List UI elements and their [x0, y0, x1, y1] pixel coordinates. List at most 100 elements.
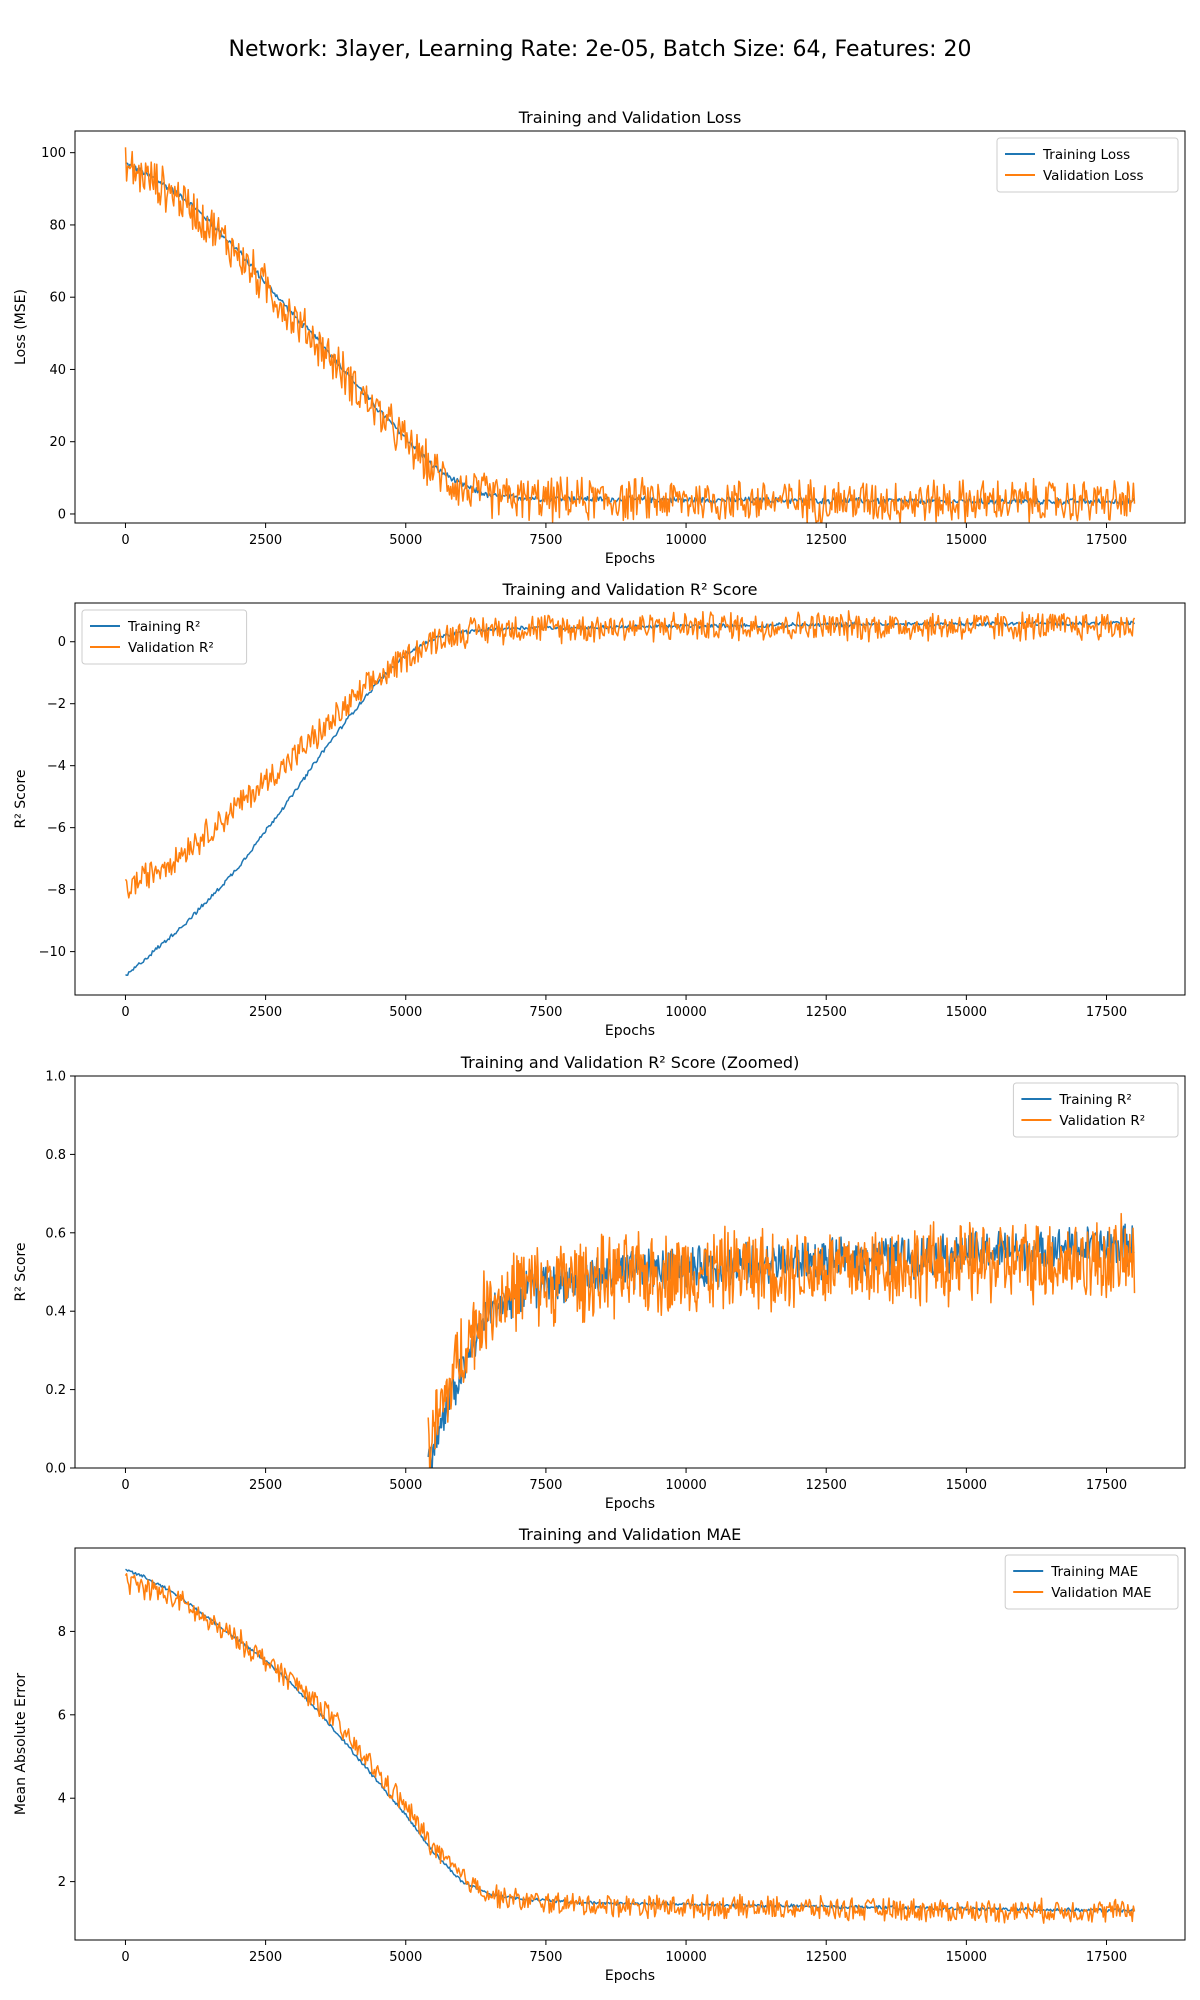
legend-entry: Validation R² — [1059, 1113, 1145, 1129]
legend-box — [1012, 1082, 1179, 1138]
x-tick-label: 2500 — [249, 1005, 282, 1020]
x-tick-label: 5000 — [389, 1005, 422, 1020]
legend-entry: Training MAE — [1050, 1564, 1138, 1580]
y-axis-label: Mean Absolute Error — [13, 1673, 29, 1816]
y-tick-label: −2 — [47, 697, 66, 712]
chart-title: Training and Validation MAE — [518, 1525, 741, 1544]
legend-entry: Validation Loss — [1043, 168, 1144, 184]
chart-title: Training and Validation R² Score — [502, 580, 758, 599]
legend-entry: Validation R² — [128, 640, 214, 656]
x-tick-label: 10000 — [665, 533, 706, 548]
series-line-validation-mae — [124, 1573, 1136, 1924]
axes-frame — [74, 1075, 1186, 1469]
figure-title: Network: 3layer, Learning Rate: 2e-05, B… — [228, 37, 971, 62]
legend: Training R² Validation R² — [1012, 1082, 1179, 1138]
y-tick-label: 1.0 — [45, 1070, 66, 1085]
series-line-training-loss — [125, 162, 1136, 506]
axes-frame — [74, 1547, 1186, 1941]
x-tick-label: 15000 — [946, 1478, 987, 1493]
x-tick-label: 12500 — [806, 1478, 847, 1493]
axes-frame — [74, 130, 1186, 524]
y-tick-label: 0 — [58, 635, 66, 650]
y-tick-label: 2 — [58, 1875, 66, 1890]
x-tick-label: 15000 — [946, 1950, 987, 1965]
y-tick-label: 60 — [49, 291, 66, 306]
x-tick-label: 0 — [121, 533, 129, 548]
x-tick-label: 7500 — [529, 1478, 562, 1493]
legend-entry: Training R² — [127, 619, 200, 635]
x-axis-label: Epochs — [605, 1023, 655, 1039]
series-line-validation-loss — [124, 147, 1136, 523]
series-line-training-r- — [125, 620, 1136, 977]
y-tick-label: 100 — [41, 146, 66, 161]
y-axis-label: R² Score — [13, 769, 29, 828]
y-axis-label: R² Score — [13, 1242, 29, 1301]
x-axis-label: Epochs — [605, 1496, 655, 1512]
y-tick-label: 40 — [49, 363, 66, 378]
legend-box — [996, 137, 1179, 193]
chart-panel-4: Training and Validation MAE 0 2500 5000 7500… — [13, 1525, 1186, 1984]
x-tick-label: 15000 — [946, 1005, 987, 1020]
series-group — [124, 610, 1136, 977]
series-group — [124, 1568, 1136, 1924]
x-tick-label: 12500 — [806, 1005, 847, 1020]
y-tick-label: 0.6 — [45, 1226, 66, 1241]
series-group — [124, 147, 1136, 523]
chart-title: Training and Validation Loss — [518, 108, 742, 127]
x-tick-label: 10000 — [665, 1478, 706, 1493]
y-tick-label: 0 — [58, 507, 66, 522]
chart-panel-1: Training and Validation Loss 0 2500 5000 750… — [13, 108, 1186, 567]
x-tick-label: 0 — [121, 1005, 129, 1020]
series-line-validation-r- — [124, 610, 1136, 899]
legend: Training R² Validation R² — [81, 609, 248, 665]
y-tick-label: 8 — [58, 1625, 66, 1640]
legend-entry: Training Loss — [1042, 147, 1130, 163]
y-tick-label: 80 — [49, 218, 66, 233]
chart-panel-3: Training and Validation R² Score (Zoomed… — [13, 1053, 1186, 1512]
legend-entry: Training R² — [1058, 1092, 1131, 1108]
y-tick-label: 0.0 — [45, 1462, 66, 1477]
y-tick-label: −6 — [47, 821, 66, 836]
x-tick-label: 2500 — [249, 533, 282, 548]
x-axis-label: Epochs — [605, 551, 655, 567]
x-tick-label: 7500 — [529, 1950, 562, 1965]
series-group — [427, 1212, 1136, 1468]
x-tick-label: 17500 — [1086, 1950, 1127, 1965]
y-tick-label: 4 — [58, 1792, 66, 1807]
y-tick-label: −8 — [47, 883, 66, 898]
x-tick-label: 10000 — [665, 1950, 706, 1965]
x-tick-label: 0 — [121, 1478, 129, 1493]
y-tick-label: 0.4 — [45, 1305, 66, 1320]
y-axis-label: Loss (MSE) — [13, 289, 29, 365]
y-tick-label: 20 — [49, 435, 66, 450]
x-axis-label: Epochs — [605, 1968, 655, 1984]
x-tick-label: 17500 — [1086, 1478, 1127, 1493]
x-tick-label: 15000 — [946, 533, 987, 548]
x-tick-label: 5000 — [389, 1950, 422, 1965]
legend-box — [81, 609, 248, 665]
series-line-validation-r- — [427, 1212, 1136, 1468]
legend-entry: Validation MAE — [1051, 1585, 1151, 1601]
y-tick-label: 6 — [58, 1708, 66, 1723]
series-line-training-mae — [125, 1568, 1136, 1913]
chart-panel-2: Training and Validation R² Score 0 2500 500… — [13, 580, 1186, 1039]
x-tick-label: 2500 — [249, 1950, 282, 1965]
x-tick-label: 17500 — [1086, 533, 1127, 548]
legend-box — [1004, 1554, 1179, 1610]
x-tick-label: 7500 — [529, 533, 562, 548]
axes-frame — [74, 602, 1186, 996]
x-tick-label: 10000 — [665, 1005, 706, 1020]
x-tick-label: 5000 — [389, 533, 422, 548]
y-tick-label: −10 — [39, 945, 66, 960]
x-tick-label: 12500 — [806, 1950, 847, 1965]
y-tick-label: 0.8 — [45, 1148, 66, 1163]
legend: Training Loss Validation Loss — [996, 137, 1179, 193]
x-tick-label: 12500 — [806, 533, 847, 548]
y-tick-label: 0.2 — [45, 1383, 66, 1398]
x-tick-label: 2500 — [249, 1478, 282, 1493]
x-tick-label: 7500 — [529, 1005, 562, 1020]
x-tick-label: 0 — [121, 1950, 129, 1965]
y-tick-label: −4 — [47, 759, 66, 774]
x-tick-label: 5000 — [389, 1478, 422, 1493]
